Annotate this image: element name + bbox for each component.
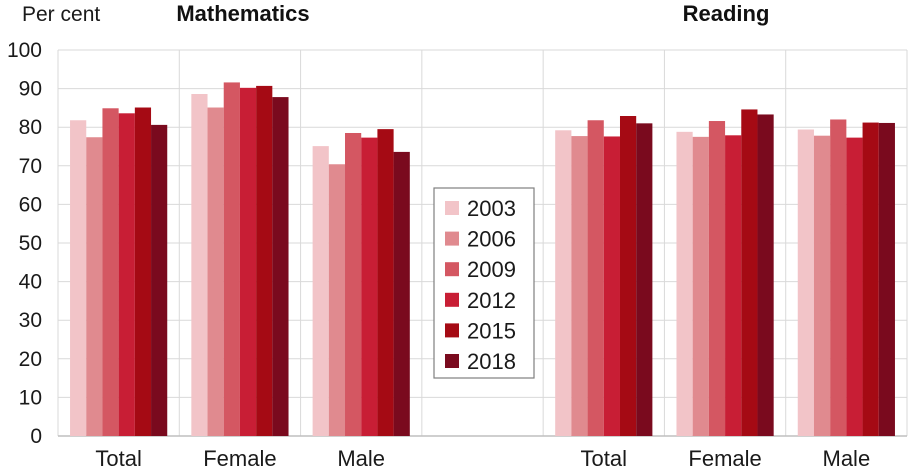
- legend-swatch-2012: [445, 292, 459, 307]
- panel-title-reading: Reading: [683, 1, 770, 26]
- legend-swatch-2003: [445, 201, 459, 215]
- legend: 2003 2006 2009 2012 2015 2018: [433, 187, 535, 379]
- bar-reading-total-2009: [587, 120, 604, 436]
- y-tick-label: 10: [19, 386, 42, 409]
- bar-mathematics-total-2006: [86, 137, 103, 436]
- legend-label-2009: 2009: [467, 257, 516, 282]
- category-label-female: Female: [688, 446, 761, 471]
- y-axis-ticks: 0 10 20 30 40 50 60 70 80 90 100: [7, 39, 42, 448]
- bar-reading-total-2006: [571, 136, 588, 436]
- legend-label-2003: 2003: [467, 196, 516, 221]
- legend-swatch-2006: [445, 231, 459, 246]
- bar-reading-female-2012: [725, 135, 742, 436]
- legend-label-2012: 2012: [467, 288, 516, 313]
- legend-label-2015: 2015: [467, 318, 516, 343]
- legend-label-2018: 2018: [467, 349, 516, 374]
- bar-mathematics-male-2003: [312, 146, 329, 436]
- category-label-male: Male: [337, 446, 385, 471]
- y-tick-label: 90: [19, 78, 42, 101]
- y-tick-label: 40: [19, 271, 42, 294]
- bars: [70, 82, 895, 437]
- bar-mathematics-female-2018: [272, 97, 289, 436]
- bar-reading-male-2012: [846, 137, 863, 436]
- legend-box: [433, 187, 535, 379]
- bar-mathematics-total-2009: [102, 108, 119, 436]
- bar-mathematics-total-2015: [134, 107, 152, 436]
- bar-mathematics-female-2006: [207, 107, 224, 436]
- y-tick-label: 70: [19, 155, 42, 178]
- category-label-total: Total: [581, 446, 627, 471]
- bar-reading-total-2012: [603, 136, 620, 437]
- bar-reading-male-2018: [878, 122, 895, 436]
- y-tick-label: 60: [19, 193, 42, 216]
- bar-mathematics-total-2003: [70, 120, 87, 436]
- y-tick-label: 20: [19, 348, 42, 371]
- bar-mathematics-female-2012: [239, 87, 257, 436]
- y-axis-label: Per cent: [22, 3, 100, 26]
- category-label-male: Male: [823, 446, 871, 471]
- bar-reading-female-2003: [676, 131, 693, 436]
- y-tick-label: 50: [19, 232, 42, 255]
- category-label-female: Female: [203, 446, 276, 471]
- bar-mathematics-female-2009: [223, 82, 240, 436]
- category-labels: Total Female Male Total Female Male: [95, 446, 870, 471]
- bar-reading-total-2015: [619, 116, 637, 437]
- bar-reading-male-2003: [797, 129, 814, 437]
- bar-mathematics-total-2012: [118, 113, 135, 436]
- bar-mathematics-male-2018: [393, 151, 410, 437]
- legend-swatch-2015: [445, 323, 459, 338]
- bar-mathematics-male-2012: [361, 137, 378, 436]
- bar-mathematics-male-2015: [377, 129, 394, 436]
- bar-reading-female-2018: [757, 114, 774, 436]
- bar-reading-female-2006: [692, 136, 709, 436]
- legend-label-2006: 2006: [467, 227, 516, 252]
- panel-title-mathematics: Mathematics: [176, 1, 309, 26]
- bar-reading-total-2018: [636, 123, 653, 436]
- bar-reading-male-2006: [813, 135, 831, 436]
- legend-swatch-2018: [445, 354, 459, 368]
- bar-reading-female-2009: [708, 121, 726, 437]
- y-tick-label: 30: [19, 309, 42, 332]
- y-tick-label: 100: [7, 39, 42, 62]
- category-label-total: Total: [95, 446, 141, 471]
- y-tick-label: 80: [19, 116, 42, 139]
- bar-mathematics-male-2009: [345, 132, 362, 437]
- bar-mathematics-total-2018: [151, 124, 168, 436]
- bar-reading-total-2003: [555, 130, 572, 436]
- bar-reading-male-2009: [830, 119, 847, 436]
- bar-reading-female-2015: [741, 109, 758, 436]
- bar-mathematics-female-2003: [191, 94, 208, 436]
- legend-swatch-2009: [445, 262, 459, 277]
- bar-mathematics-female-2015: [256, 85, 273, 436]
- y-tick-label: 0: [30, 425, 42, 448]
- bar-mathematics-male-2006: [328, 164, 346, 437]
- bar-reading-male-2015: [862, 122, 879, 437]
